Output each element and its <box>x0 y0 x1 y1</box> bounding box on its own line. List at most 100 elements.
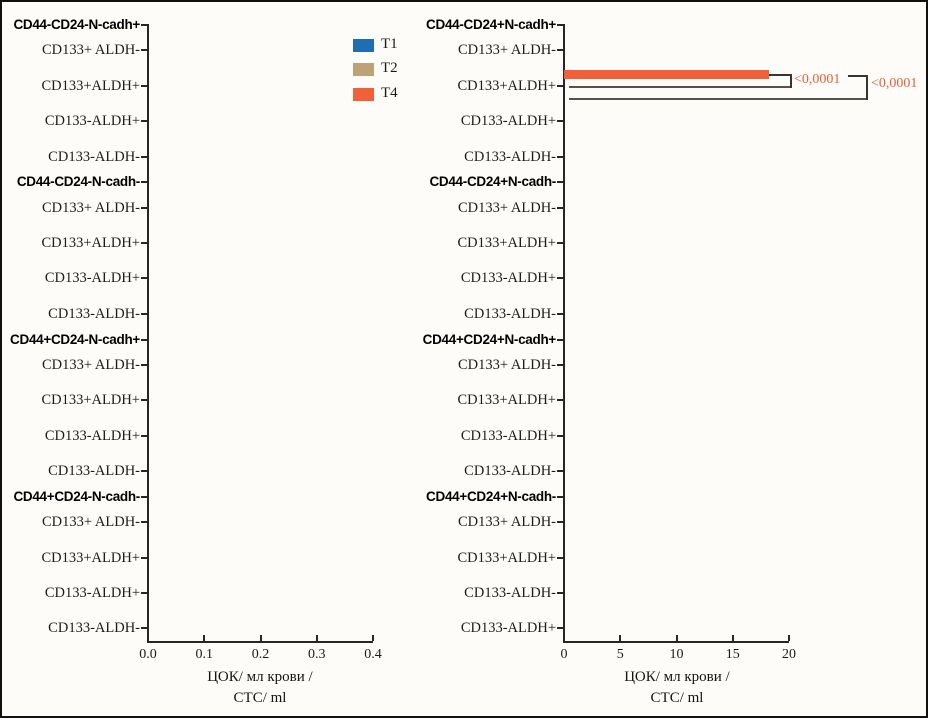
y-group-header: CD44-CD24-N-cadh+ <box>13 17 140 32</box>
y-tick <box>557 434 564 437</box>
y-tick <box>557 155 564 158</box>
y-axis-label: CD133+ ALDH- <box>458 356 556 373</box>
legend-swatch-t4 <box>353 88 374 101</box>
y-axis-label: CD133+ALDH+ <box>457 549 556 566</box>
x-tick-right <box>675 635 678 641</box>
y-axis-label: CD133-ALDH+ <box>460 427 556 444</box>
y-tick <box>557 399 564 402</box>
y-axis-label: CD133-ALDH- <box>48 620 140 637</box>
x-axis-title-left-line2: CTC/ ml <box>233 690 287 706</box>
y-axis-label: CD133+ ALDH- <box>458 42 556 59</box>
y-tick <box>557 206 564 209</box>
y-tick <box>557 277 564 280</box>
y-tick <box>557 49 564 52</box>
legend-swatch-t2 <box>353 63 374 76</box>
y-tick <box>557 363 564 366</box>
y-group-header: CD44+CD24+N-cadh- <box>426 488 556 504</box>
x-tick-label-right: 0 <box>560 647 568 662</box>
x-tick-right <box>788 635 790 641</box>
x-tick-label-left: 0.0 <box>139 647 157 662</box>
x-tick-label-left: 0.4 <box>364 647 382 662</box>
y-axis-label: CD133-ALDH- <box>464 585 556 601</box>
y-tick <box>141 49 148 52</box>
y-tick <box>141 84 148 87</box>
y-tick <box>141 242 148 244</box>
y-tick <box>141 181 148 184</box>
bracket1-vertical <box>790 74 792 88</box>
axis-spine-y-left <box>147 24 149 642</box>
y-axis-label: CD133-ALDH+ <box>460 270 556 287</box>
y-tick <box>557 627 564 630</box>
y-tick <box>141 206 148 209</box>
y-group-header: CD44+CD24-N-cadh- <box>13 488 140 504</box>
axis-spine-x-left <box>147 641 373 643</box>
y-tick <box>141 338 148 341</box>
axis-spine-x-right <box>563 641 789 643</box>
bar-t4 <box>564 70 769 80</box>
y-axis-label: CD133+ ALDH- <box>42 356 140 373</box>
y-tick <box>557 24 564 26</box>
y-axis-label: CD133+ ALDH- <box>458 514 556 531</box>
y-tick <box>141 556 148 559</box>
y-tick <box>141 24 148 26</box>
x-tick-right <box>563 635 565 641</box>
y-axis-label: CD133+ALDH+ <box>41 549 140 566</box>
y-tick <box>141 470 148 473</box>
x-tick-label-right: 10 <box>669 647 684 662</box>
y-axis-label: CD133+ALDH+ <box>457 77 556 94</box>
x-tick-label-left: 0.1 <box>195 647 214 662</box>
y-axis-label: CD133-ALDH+ <box>44 113 140 130</box>
y-axis-label: CD133-ALDH+ <box>460 620 556 637</box>
y-axis-label: CD133+ALDH+ <box>41 235 140 251</box>
y-tick <box>557 181 564 184</box>
y-axis-label: CD133-ALDH- <box>48 148 140 165</box>
y-tick <box>141 312 148 315</box>
y-axis-label: CD133+ALDH+ <box>41 392 140 409</box>
y-tick <box>557 338 564 341</box>
bracket2-vertical <box>866 75 868 100</box>
y-axis-label: CD133-ALDH- <box>464 305 556 322</box>
axis-spine-y-right <box>563 24 565 642</box>
y-tick <box>557 470 564 473</box>
x-tick-left <box>315 635 318 641</box>
x-tick-label-right: 20 <box>782 647 796 662</box>
x-tick-label-right: 15 <box>725 647 740 662</box>
x-tick-label-right: 5 <box>616 647 624 662</box>
y-tick <box>141 495 148 498</box>
x-tick-right <box>619 635 622 641</box>
comparison-line-t1 <box>569 98 868 100</box>
y-group-header: CD44-CD24+N-cadh+ <box>426 17 556 32</box>
y-axis-label: CD133-ALDH+ <box>460 113 556 130</box>
y-group-header: CD44+CD24+N-cadh+ <box>422 331 557 347</box>
y-axis-label: CD133+ALDH+ <box>41 77 140 94</box>
y-tick <box>557 592 564 594</box>
x-tick-left <box>259 635 262 641</box>
y-tick <box>141 592 148 594</box>
legend-label-t1: T1 <box>381 36 398 52</box>
p-value-annotation-1: <0,0001 <box>794 72 841 87</box>
y-axis-label: CD133-ALDH- <box>48 463 140 480</box>
x-axis-title-right-line2: CTC/ ml <box>650 690 704 706</box>
y-group-header: CD44+CD24-N-cadh+ <box>10 331 140 347</box>
x-tick-left <box>372 635 374 641</box>
x-tick-left <box>203 635 206 641</box>
y-axis-label: CD133+ALDH+ <box>457 392 556 409</box>
y-tick <box>141 277 148 280</box>
legend-swatch-t1 <box>353 39 374 52</box>
p-value-annotation-2: <0,0001 <box>871 76 918 91</box>
y-tick <box>141 521 148 524</box>
y-axis-label: CD133+ ALDH- <box>42 514 140 531</box>
legend-label-t2: T2 <box>381 60 398 76</box>
y-group-header: CD44-CD24-N-cadh- <box>16 174 140 190</box>
x-tick-left <box>147 635 149 641</box>
y-axis-label: CD133-ALDH+ <box>44 585 140 601</box>
y-axis-label: CD133-ALDH+ <box>44 427 140 444</box>
x-axis-title-right-line1: ЦОК/ мл крови / <box>624 669 730 685</box>
y-tick <box>557 312 564 315</box>
y-tick <box>557 495 564 498</box>
y-axis-label: CD133-ALDH+ <box>44 270 140 287</box>
y-tick <box>141 120 148 123</box>
y-axis-label: CD133+ ALDH- <box>42 42 140 59</box>
comparison-line-t2 <box>569 86 792 88</box>
